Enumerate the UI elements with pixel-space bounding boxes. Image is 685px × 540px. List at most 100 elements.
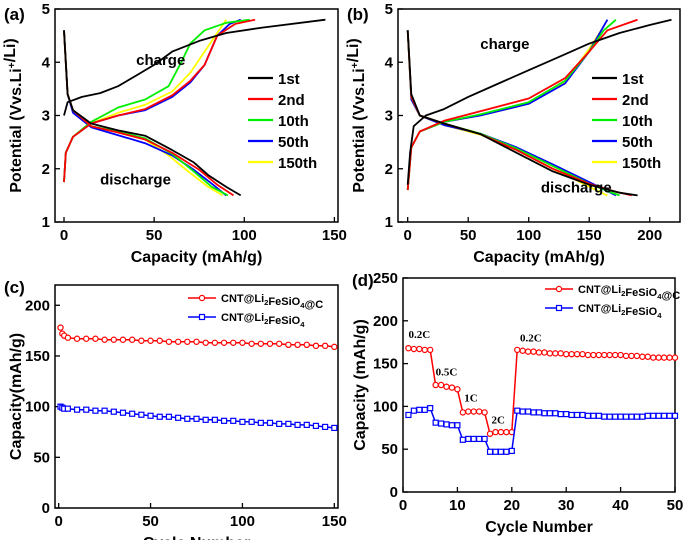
data-point [331, 424, 338, 432]
data-point [101, 407, 108, 414]
data-point [476, 435, 483, 443]
data-point [156, 413, 163, 420]
data-point [590, 412, 597, 419]
data-point [579, 350, 586, 358]
data-point [331, 343, 338, 351]
discharge-curve-150th [406, 30, 608, 197]
y-tick-label: 250 [373, 270, 398, 287]
legend-label: 50th [622, 134, 653, 151]
data-point [174, 338, 182, 345]
y-tick-label: 200 [25, 297, 50, 314]
data-point [432, 419, 439, 426]
data-point [92, 407, 99, 414]
series-line-0 [408, 347, 675, 435]
legend-label: CNT@Li2FeSiO4@C [221, 293, 323, 311]
legend-label: 10th [622, 113, 653, 130]
data-point [202, 416, 209, 423]
y-tick-label: 1 [42, 214, 50, 231]
legend-label: CNT@Li2FeSiO4 [578, 303, 662, 320]
y-tick-label: 100 [373, 398, 398, 415]
data-point [541, 410, 548, 417]
data-point [110, 408, 117, 415]
data-point [57, 324, 64, 331]
data-point [410, 407, 417, 414]
data-point [416, 345, 423, 353]
legend-label: 1st [622, 71, 644, 88]
data-point [321, 342, 329, 350]
data-point [437, 420, 445, 427]
data-point [530, 348, 537, 355]
x-tick-label: 100 [230, 513, 255, 530]
data-point [622, 352, 630, 360]
x-tick-label: 150 [322, 227, 347, 244]
data-point [416, 406, 423, 413]
y-axis-label: Potential (Vvs.Li+/Li) [2, 38, 25, 193]
rate-label: 0.2C [408, 329, 430, 341]
data-point [312, 342, 320, 350]
data-point [147, 412, 154, 419]
y-tick-label: 3 [42, 108, 50, 125]
data-point [410, 345, 418, 353]
rate-label: 2C [491, 415, 505, 427]
data-point [202, 339, 209, 346]
data-point [193, 338, 200, 345]
data-point [119, 336, 127, 343]
y-tick-label: 1 [385, 214, 393, 231]
data-point [448, 422, 456, 429]
curves [63, 18, 326, 197]
x-axis-label: Capacity (mAh/g) [473, 249, 605, 266]
data-point [524, 348, 532, 355]
x-tick-label: 100 [232, 227, 257, 244]
rate-label: 1C [464, 392, 478, 404]
data-point [165, 413, 173, 420]
data-point [294, 341, 301, 349]
data-point [405, 411, 412, 419]
data-point [470, 435, 477, 443]
panel-label: (d) [352, 271, 374, 290]
data-point [266, 340, 274, 347]
plot-frame [54, 284, 339, 509]
data-point [535, 409, 543, 416]
data-point [64, 405, 71, 412]
y-tick-label: 5 [42, 1, 50, 18]
data-point [650, 354, 657, 361]
panel-a: 0 50 100 150 1 2 3 4 5 Capacity (mAh/g) Potential … [2, 1, 347, 266]
y-tick-label: 200 [373, 313, 398, 330]
y-tick-label: 0 [390, 484, 398, 501]
data-point [573, 350, 581, 358]
data-point [230, 339, 237, 346]
data-point [266, 419, 274, 426]
data-point [486, 448, 494, 455]
data-point [101, 336, 108, 343]
discharge-annotation: discharge [100, 172, 171, 189]
data-point [606, 413, 613, 420]
data-point [276, 420, 283, 427]
data-point [110, 336, 118, 343]
x-tick-label: 20 [503, 497, 520, 514]
data-point [628, 352, 635, 360]
data-point [138, 411, 145, 418]
data-point [220, 417, 228, 424]
legend-marker [555, 285, 563, 293]
legend-label: CNT@Li2FeSiO4@C [578, 284, 680, 302]
discharge-curve-10th [406, 30, 620, 197]
charge-curve-10th [63, 18, 250, 183]
data-point [165, 338, 173, 345]
x-axis-label: Cycle Number [143, 535, 251, 540]
data-point [465, 408, 472, 415]
data-point [633, 413, 641, 420]
data-point [64, 334, 72, 341]
legend-marker [198, 294, 206, 302]
data-point [193, 415, 200, 422]
x-tick-label: 100 [516, 227, 541, 244]
y-tick-label: 2 [42, 161, 50, 178]
x-tick-label: 50 [667, 497, 684, 514]
data-point [73, 406, 81, 413]
data-point [639, 353, 646, 360]
data-point [481, 435, 488, 443]
x-tick-label: 150 [322, 513, 347, 530]
legend-label: 50th [278, 134, 309, 151]
discharge-curve-1st [63, 30, 242, 197]
data-point [655, 354, 662, 361]
data-point [432, 381, 439, 389]
